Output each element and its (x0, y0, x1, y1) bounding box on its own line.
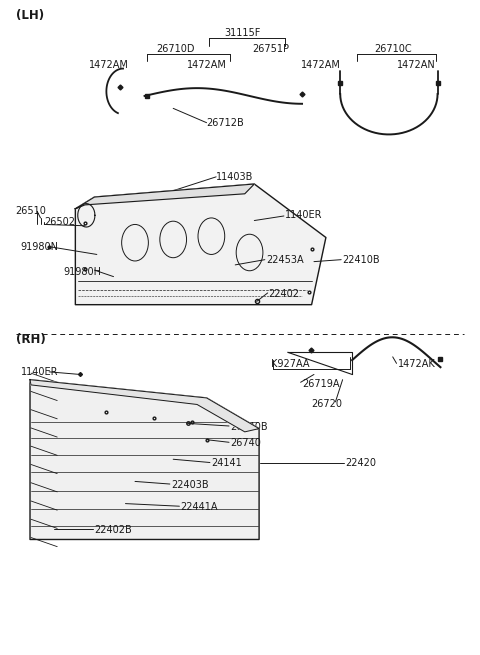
Polygon shape (30, 380, 259, 432)
Text: 22441A: 22441A (180, 502, 218, 512)
Text: 26510: 26510 (16, 206, 47, 216)
Text: 22402B: 22402B (95, 525, 132, 534)
Text: 26502: 26502 (44, 217, 75, 227)
Text: 26710C: 26710C (374, 44, 411, 54)
Text: 26740B: 26740B (230, 422, 268, 432)
Text: 26712B: 26712B (206, 119, 244, 128)
Text: 26710D: 26710D (156, 44, 195, 54)
Text: 22403B: 22403B (171, 480, 208, 491)
Text: 1472AM: 1472AM (301, 60, 341, 69)
Text: 24141: 24141 (211, 458, 242, 468)
Text: 91980H: 91980H (63, 267, 101, 277)
Text: K927AA: K927AA (271, 359, 309, 369)
Text: (LH): (LH) (16, 9, 44, 22)
Text: 22453A: 22453A (266, 255, 304, 265)
Text: 22402: 22402 (269, 289, 300, 299)
Text: 22420: 22420 (345, 458, 376, 468)
Text: (RH): (RH) (16, 333, 46, 346)
Text: 1472AN: 1472AN (397, 60, 436, 69)
Text: 1472AK: 1472AK (397, 359, 435, 369)
Text: 22410B: 22410B (343, 255, 380, 265)
Text: 11403B: 11403B (216, 172, 253, 183)
Text: 26740: 26740 (230, 438, 261, 448)
Text: 1140ER: 1140ER (285, 210, 323, 220)
Text: 26720: 26720 (312, 399, 343, 409)
Text: 26719A: 26719A (302, 379, 339, 389)
Text: 1472AM: 1472AM (187, 60, 227, 69)
Text: 1472AM: 1472AM (89, 60, 129, 69)
Text: 91980N: 91980N (21, 242, 59, 252)
Text: 26751P: 26751P (252, 44, 289, 54)
Text: 1140ER: 1140ER (21, 367, 58, 377)
Polygon shape (75, 184, 326, 305)
Polygon shape (30, 380, 259, 540)
Text: 31115F: 31115F (224, 28, 261, 38)
Polygon shape (75, 184, 254, 209)
